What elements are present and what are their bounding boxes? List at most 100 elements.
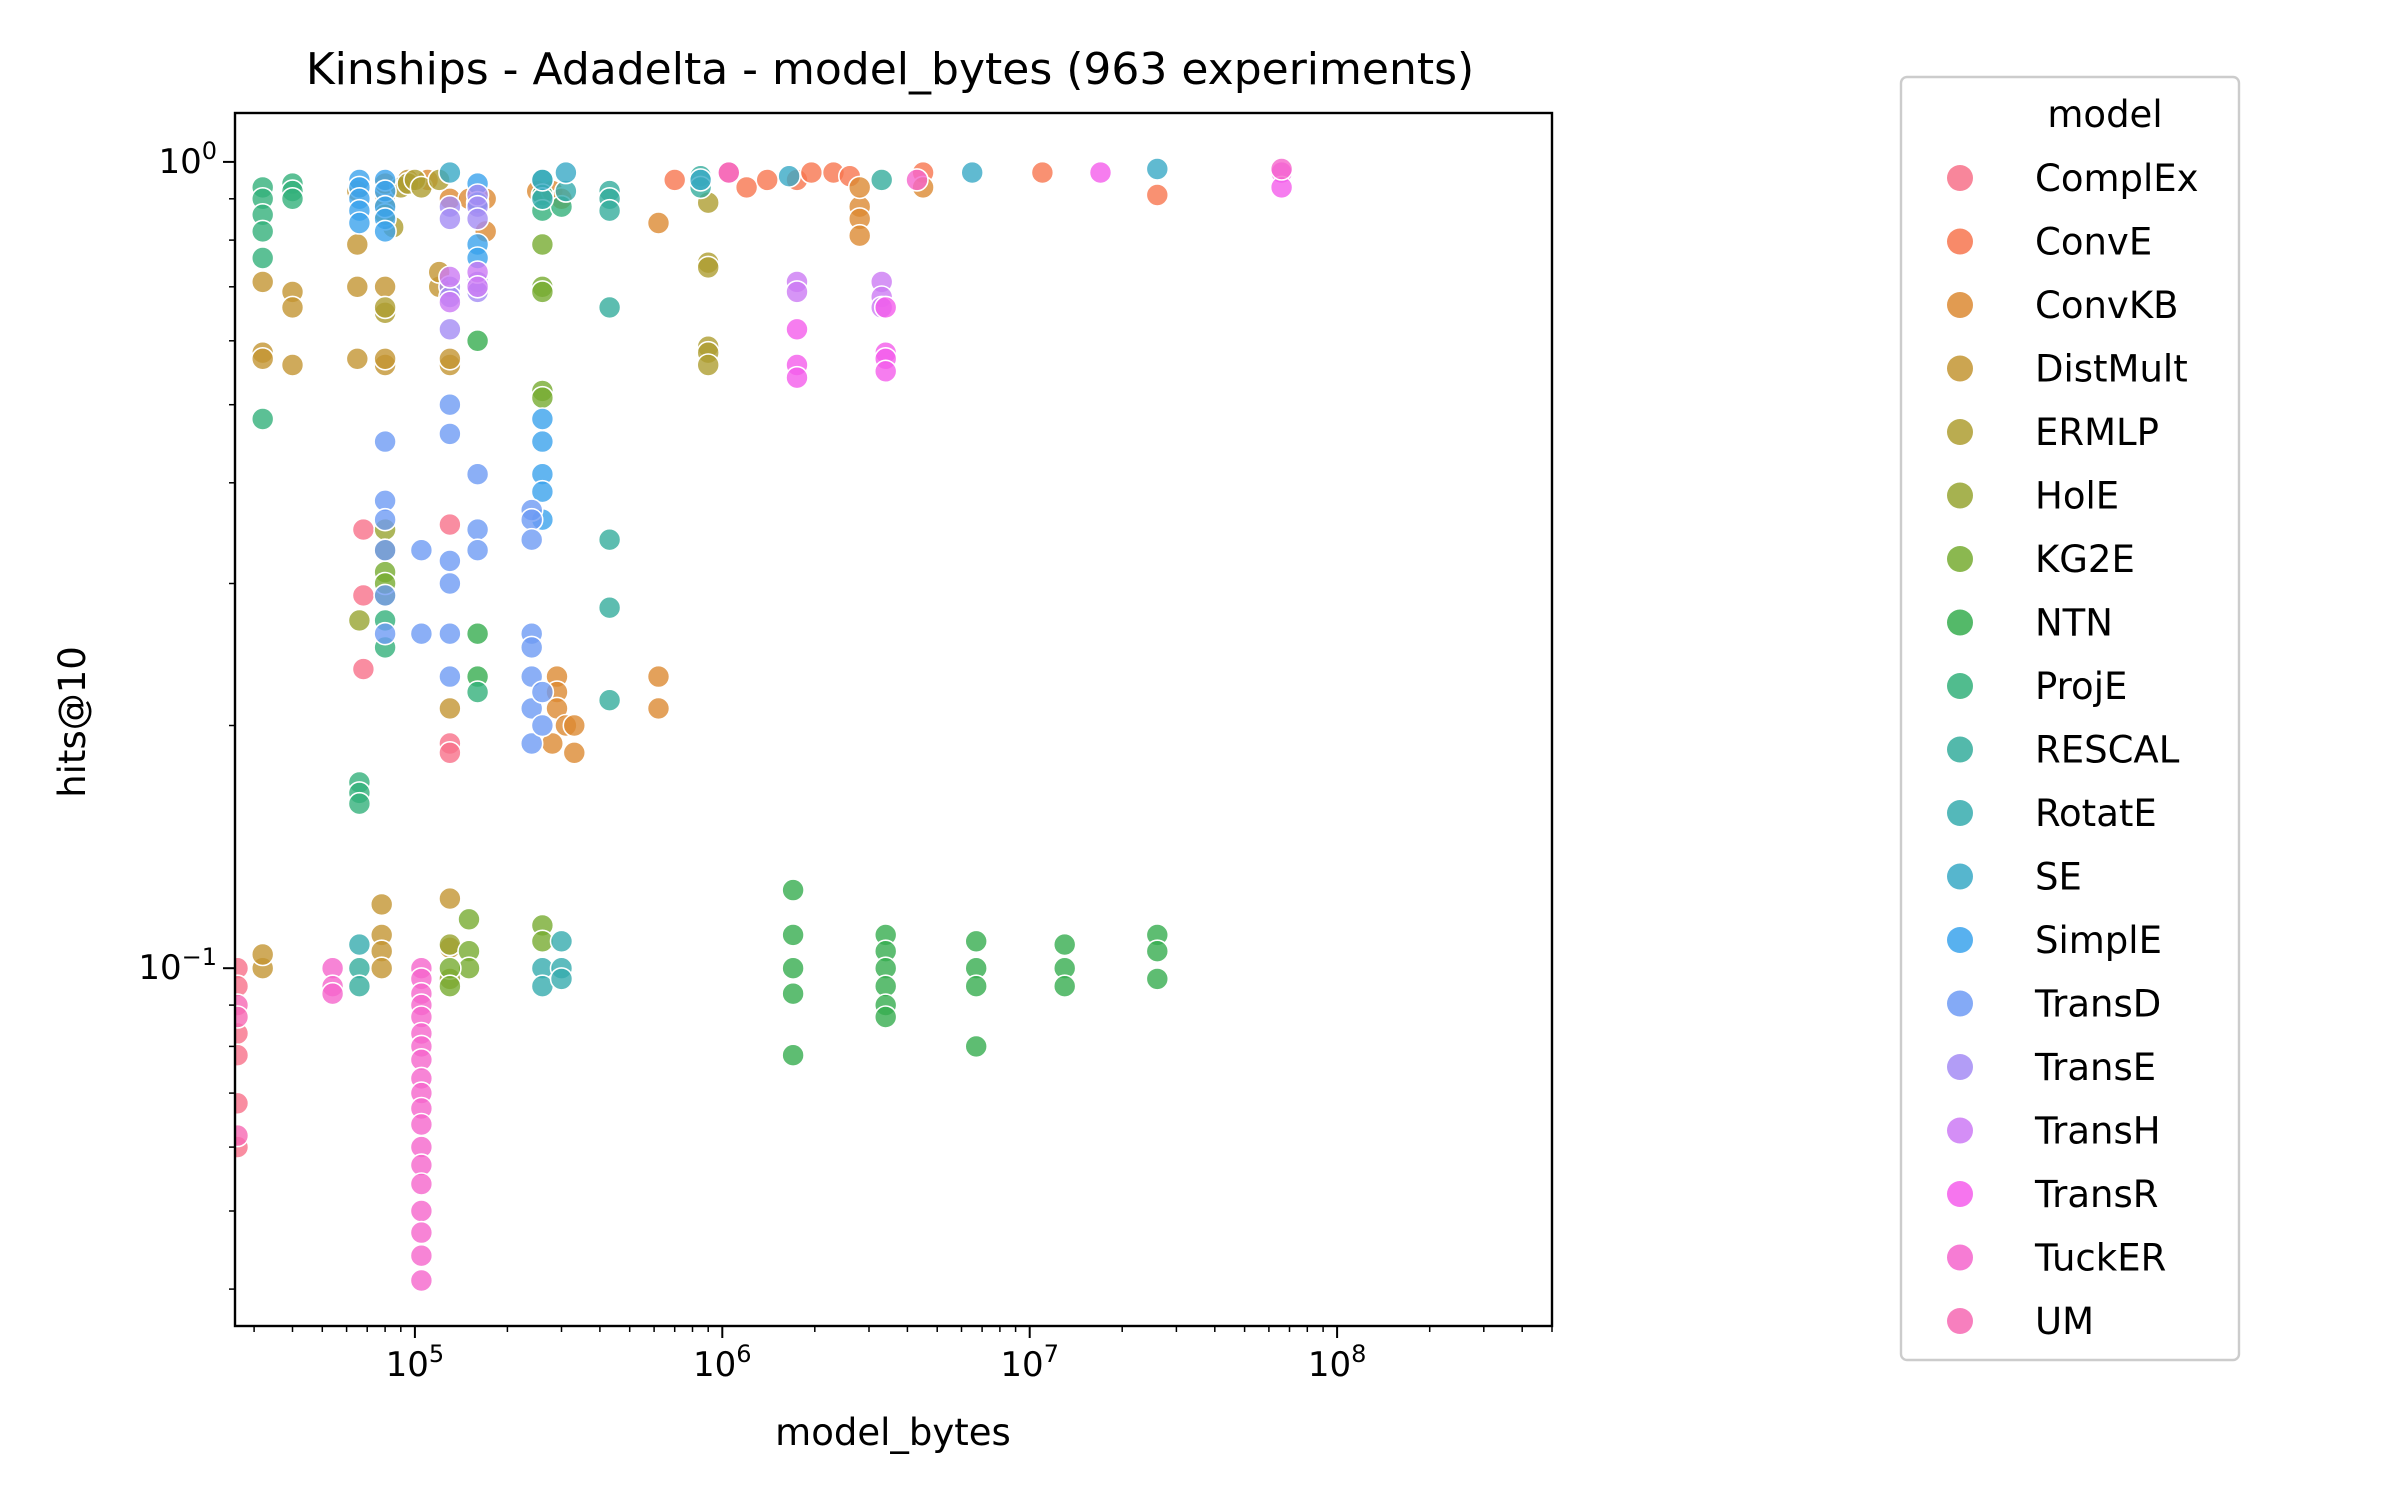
point-transd-14 [465,462,490,487]
legend-item-tucker[interactable]: TuckER [1947,1237,2166,1280]
point-transd-10 [438,549,462,573]
y-tick-label: 10−1 [138,943,217,988]
legend-item-hole[interactable]: HolE [1947,475,2119,518]
legend-item-um[interactable]: UM [1947,1300,2094,1343]
point-tucker-2 [320,981,345,1006]
point-transr-3 [873,295,898,320]
legend-item-ntn[interactable]: NTN [1947,602,2113,645]
point-ntn-2 [465,328,490,353]
y-tick-label: 100 [158,137,217,182]
x-tick-label: 107 [1000,1340,1059,1385]
legend-title: model [2047,93,2162,136]
legend-marker [1947,546,1973,572]
point-ermlp-12 [696,353,721,377]
point-tucker-18 [409,1199,434,1223]
point-transr-0 [785,317,809,342]
legend-item-transe[interactable]: TransE [1947,1046,2156,1089]
legend-marker [1947,927,1973,953]
legend-item-convkb[interactable]: ConvKB [1947,284,2178,327]
point-transh-3 [465,274,490,299]
point-se-0 [530,168,555,192]
point-kg2e-3 [457,907,481,932]
point-simple-14 [530,407,555,431]
legend-marker [1947,1117,1973,1144]
plot-frame [233,111,1554,1328]
point-se-4 [1145,157,1170,181]
legend-marker [1947,482,1973,509]
point-kg2e-6 [530,232,555,257]
legend-label: DistMult [2035,348,2188,391]
point-transd-26 [530,713,555,738]
legend-label: HolE [2035,475,2119,518]
point-complex-8 [351,657,376,681]
point-simple-17 [530,479,555,504]
legend-item-transr[interactable]: TransR [1947,1173,2158,1216]
point-tucker-17 [409,1172,434,1196]
legend-marker [1947,292,1973,318]
point-ntn-23 [1145,967,1170,991]
point-um-1 [235,1005,250,1029]
point-tucker-24 [1269,157,1294,181]
y-axis-label: hits@10 [51,646,94,798]
point-ntn-7 [781,1043,805,1067]
point-se-3 [960,160,985,185]
point-rescal-0 [597,295,622,320]
point-hole-3 [347,608,372,633]
legend-item-ermlp[interactable]: ERMLP [1947,411,2159,454]
legend-item-rescal[interactable]: RESCAL [1947,729,2180,772]
point-transe-1 [438,207,462,231]
legend-item-complex[interactable]: ComplEx [1947,157,2199,200]
legend-item-kg2e[interactable]: KG2E [1947,538,2135,581]
legend-label: TransD [2034,983,2161,1026]
point-se-2 [438,160,462,185]
point-transh-5 [785,280,809,304]
legend-marker [1947,800,1973,826]
point-transd-25 [530,680,555,704]
legend-item-rotate[interactable]: RotatE [1947,792,2157,835]
point-ntn-6 [781,981,805,1006]
point-transh-0 [438,265,462,289]
point-ntn-4 [781,923,805,947]
legend-item-simple[interactable]: SimplE [1947,919,2162,962]
point-simple-9 [373,219,397,244]
point-transd-11 [438,571,462,596]
point-distmult-0 [250,270,275,294]
legend-item-distmult[interactable]: DistMult [1947,348,2188,391]
legend-label: UM [2035,1300,2094,1343]
legend-item-transd[interactable]: TransD [1947,983,2161,1026]
x-tick-label: 105 [386,1340,445,1385]
legend-label: ComplEx [2035,157,2199,200]
legend-marker [1947,1308,1973,1334]
legend-items[interactable]: ComplEx ConvE ConvKB DistMult ERMLP HolE KG2E N… [1947,157,2199,1343]
legend-marker [1947,990,1973,1017]
x-tick-exp: 7 [1044,1340,1059,1368]
point-distmult-3 [280,353,305,377]
point-rescal-11 [869,168,894,192]
point-convkb-20 [646,664,671,689]
point-tucker-23 [905,168,929,192]
point-tucker-20 [409,1243,434,1268]
point-proje-11 [347,791,372,816]
point-kg2e-14 [438,974,462,999]
point-rotate-3 [549,929,574,954]
point-transd-2 [373,507,397,532]
x-tick-base: 10 [1308,1345,1351,1385]
point-transd-16 [465,538,490,563]
legend-item-transh[interactable]: TransH [1947,1110,2161,1153]
point-conve-3 [755,168,780,192]
point-transr-6 [873,359,898,384]
point-complex-11 [438,740,462,765]
point-tucker-21 [409,1268,434,1293]
x-tick-exp: 5 [429,1340,444,1368]
legend-marker [1947,1054,1973,1080]
legend-item-proje[interactable]: ProjE [1947,665,2127,708]
point-transd-0 [373,429,397,454]
point-ntn-18 [1052,932,1077,957]
legend-item-conve[interactable]: ConvE [1947,221,2152,264]
point-rescal-1 [597,527,622,552]
point-distmult-12 [373,274,397,299]
legend-item-se[interactable]: SE [1947,856,2082,899]
legend-label: TransR [2034,1173,2158,1216]
legend[interactable]: model ComplEx ConvE ConvKB DistMult ERMLP Hol… [1899,75,2241,1362]
